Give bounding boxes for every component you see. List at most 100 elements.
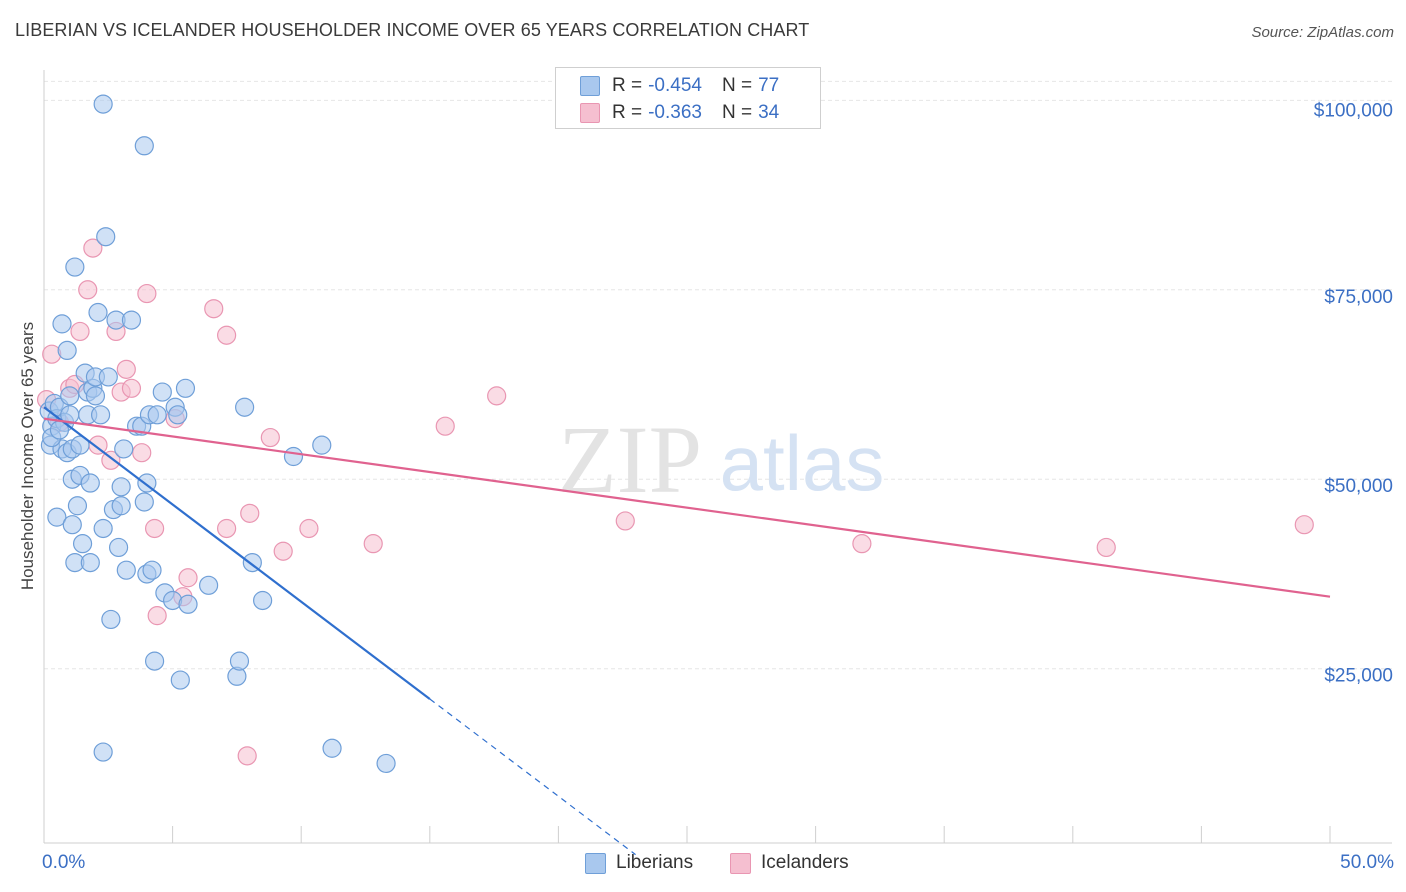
liberians-point: [70, 435, 90, 455]
icelanders-point: [487, 386, 507, 406]
liberians-point: [72, 534, 93, 554]
liberians-point: [60, 386, 80, 406]
liberians-point: [116, 560, 136, 580]
icelanders-point: [121, 378, 142, 398]
icelanders-point: [615, 511, 635, 531]
y-tick-label: $75,000: [1324, 287, 1393, 308]
liberians-point: [168, 405, 188, 425]
liberians-point: [114, 439, 134, 459]
icelanders-point: [204, 299, 224, 319]
liberians-point: [67, 496, 88, 516]
watermark: ZIP atlas: [558, 406, 884, 513]
liberians-point: [376, 753, 396, 774]
y-tick-label: $100,000: [1314, 100, 1393, 121]
legend-r-value: -0.363: [648, 102, 702, 123]
trend-lines: [43, 406, 1331, 856]
grid-lines: [44, 80, 1392, 670]
liberians-point: [111, 496, 131, 516]
icelanders-point: [78, 280, 98, 300]
icelanders-point: [217, 325, 237, 345]
legend-n-label: N =: [721, 102, 753, 123]
liberians-swatch: [580, 76, 600, 96]
icelanders-point: [299, 518, 319, 539]
liberians-point: [101, 609, 121, 630]
legend-r-label: R =: [612, 102, 643, 123]
liberians-point: [88, 302, 108, 323]
liberians-point: [322, 738, 342, 758]
liberians-point: [52, 314, 72, 334]
icelanders-point: [852, 534, 872, 554]
legend-n-label: N =: [721, 75, 753, 96]
liberians-point: [134, 136, 154, 156]
legend-r-value: -0.454: [648, 75, 702, 96]
icelanders-point: [260, 427, 280, 448]
liberians-trend-extension: [429, 698, 636, 856]
liberians-point: [62, 515, 82, 535]
liberians-points: [39, 94, 396, 774]
liberians-point: [96, 227, 116, 247]
liberians-point: [93, 518, 113, 539]
icelanders-swatch: [580, 103, 600, 123]
liberians-point: [152, 382, 172, 402]
liberians-point: [57, 340, 77, 361]
legend-row-liberians: R = -0.454 N = 77: [580, 74, 779, 98]
liberians-point: [93, 742, 113, 762]
icelanders-point: [88, 435, 108, 455]
liberians-point: [142, 560, 162, 580]
liberians-point: [253, 590, 273, 611]
icelanders-point: [217, 518, 237, 539]
liberians-point: [65, 257, 85, 277]
icelanders-point: [435, 416, 455, 436]
liberians-point: [111, 477, 131, 497]
icelanders-point: [83, 238, 103, 258]
x-tick-label-min: 0.0%: [42, 852, 86, 873]
liberians-point: [229, 651, 250, 671]
chart-title: LIBERIAN VS ICELANDER HOUSEHOLDER INCOME…: [15, 20, 810, 40]
y-tick-label: $25,000: [1324, 666, 1393, 687]
legend-n-value: 77: [758, 75, 780, 96]
liberians-point: [47, 507, 67, 527]
icelanders-point: [237, 746, 257, 766]
liberians-point: [235, 397, 255, 417]
x-tick-label-max: 50.0%: [1340, 852, 1394, 873]
icelanders-legend-swatch: [730, 852, 751, 874]
icelanders-point: [178, 568, 198, 588]
legend-r-label: R =: [612, 75, 643, 96]
liberians-point: [283, 446, 304, 467]
icelanders-point: [147, 606, 167, 626]
legend-item-liberians[interactable]: Liberians: [585, 852, 693, 874]
icelanders-point: [273, 541, 293, 561]
liberians-point: [175, 378, 196, 398]
liberians-point: [85, 386, 106, 406]
icelanders-point: [137, 283, 157, 304]
legend-label-liberians: Liberians: [616, 852, 694, 873]
liberians-point: [312, 435, 332, 455]
liberians-point: [199, 575, 219, 595]
liberians-trend-line: [43, 406, 431, 700]
liberians-point: [80, 552, 100, 573]
y-tick-label: $50,000: [1324, 476, 1393, 497]
axes: [43, 70, 1392, 844]
liberians-point: [80, 473, 100, 493]
icelanders-point: [132, 443, 152, 463]
icelanders-point: [70, 321, 90, 342]
liberians-point: [93, 94, 113, 114]
liberians-point: [98, 367, 118, 387]
icelanders-point: [363, 534, 383, 554]
stats-legend: R = -0.454 N = 77 R = -0.363 N = 34: [555, 67, 821, 129]
legend-item-icelanders[interactable]: Icelanders: [730, 852, 849, 874]
watermark-zip: ZIP: [558, 406, 702, 513]
icelanders-point: [1096, 537, 1116, 558]
legend-n-value: 34: [758, 102, 780, 123]
y-tick-labels: $25,000 $50,000 $75,000 $100,000: [1314, 100, 1393, 686]
icelanders-point: [116, 359, 136, 379]
liberians-legend-swatch: [585, 852, 606, 874]
icelanders-point: [240, 503, 260, 523]
source-label: Source: ZipAtlas.com: [1251, 24, 1394, 41]
watermark-atlas: atlas: [720, 419, 885, 507]
liberians-point: [144, 651, 165, 671]
liberians-point: [108, 537, 129, 558]
liberians-point: [170, 670, 190, 690]
legend-label-icelanders: Icelanders: [761, 852, 849, 873]
